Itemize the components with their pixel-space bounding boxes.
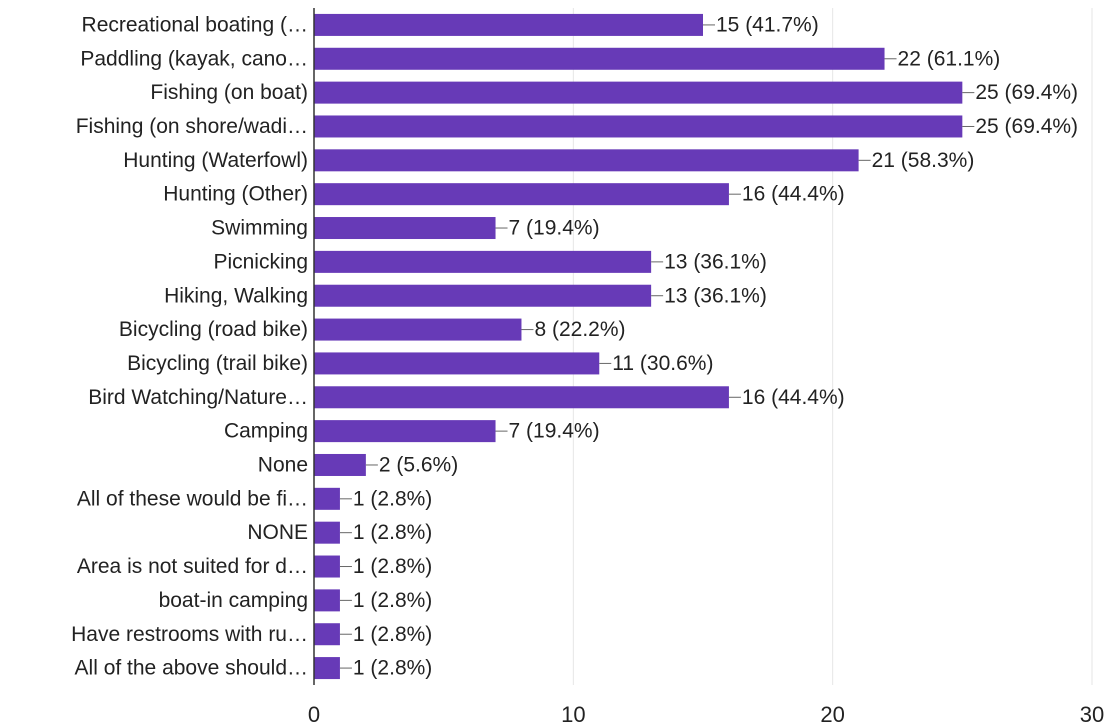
bar	[314, 623, 340, 646]
bar	[314, 284, 652, 307]
bar	[314, 453, 366, 476]
y-tick-label: Fishing (on boat)	[150, 81, 308, 104]
value-label: 1 (2.8%)	[353, 521, 432, 544]
bar	[314, 352, 600, 375]
bar	[314, 318, 522, 341]
bar	[314, 149, 859, 172]
value-label: 21 (58.3%)	[872, 149, 975, 172]
y-tick-label: Have restrooms with ru…	[71, 623, 308, 646]
y-tick-label: boat-in camping	[159, 589, 308, 612]
x-tick-label: 20	[820, 702, 844, 727]
value-label: 13 (36.1%)	[664, 250, 767, 273]
value-label: 8 (22.2%)	[534, 318, 625, 341]
y-tick-label: Bicycling (road bike)	[119, 318, 308, 341]
value-label: 1 (2.8%)	[353, 589, 432, 612]
y-tick-label: Area is not suited for d…	[77, 555, 308, 578]
value-label: 15 (41.7%)	[716, 13, 819, 36]
bar	[314, 487, 340, 510]
y-tick-label: Camping	[224, 420, 308, 443]
value-label: 25 (69.4%)	[975, 81, 1078, 104]
value-label: 7 (19.4%)	[509, 420, 600, 443]
value-label: 11 (30.6%)	[612, 352, 713, 375]
value-label: 16 (44.4%)	[742, 386, 845, 409]
bar	[314, 657, 340, 680]
y-tick-label: All of the above should…	[75, 657, 308, 680]
value-label: 1 (2.8%)	[353, 487, 432, 510]
y-tick-label: Picnicking	[213, 250, 308, 273]
y-tick-label: NONE	[247, 521, 308, 544]
value-label: 22 (61.1%)	[898, 47, 1001, 70]
value-label: 25 (69.4%)	[975, 115, 1078, 138]
y-tick-label: Recreational boating (…	[82, 13, 308, 36]
y-tick-label: Hiking, Walking	[164, 284, 308, 307]
value-label: 7 (19.4%)	[509, 217, 600, 240]
bar	[314, 386, 729, 409]
y-tick-label: Swimming	[211, 217, 308, 240]
y-tick-label: All of these would be fi…	[77, 487, 308, 510]
value-label: 1 (2.8%)	[353, 623, 432, 646]
value-label: 2 (5.6%)	[379, 454, 458, 477]
x-tick-label: 30	[1080, 702, 1104, 727]
x-tick-label: 10	[561, 702, 585, 727]
bar	[314, 81, 963, 104]
y-tick-label: Fishing (on shore/wadi…	[76, 115, 308, 138]
y-tick-label: Hunting (Other)	[163, 183, 308, 206]
bar	[314, 589, 340, 612]
bar	[314, 13, 703, 36]
bar	[314, 521, 340, 544]
y-tick-label: Paddling (kayak, cano…	[80, 47, 308, 70]
bar	[314, 183, 729, 206]
bar	[314, 420, 496, 443]
y-tick-label: Bicycling (trail bike)	[127, 352, 308, 375]
y-tick-label: Hunting (Waterfowl)	[123, 149, 308, 172]
bar	[314, 555, 340, 578]
value-label: 1 (2.8%)	[353, 555, 432, 578]
bar	[314, 47, 885, 70]
value-label: 13 (36.1%)	[664, 284, 767, 307]
bar	[314, 250, 652, 273]
y-tick-label: Bird Watching/Nature…	[88, 386, 308, 409]
bar	[314, 115, 963, 138]
value-label: 1 (2.8%)	[353, 657, 432, 680]
x-tick-label: 0	[308, 702, 320, 727]
y-tick-label: None	[258, 454, 308, 477]
value-label: 16 (44.4%)	[742, 183, 845, 206]
bar	[314, 217, 496, 240]
